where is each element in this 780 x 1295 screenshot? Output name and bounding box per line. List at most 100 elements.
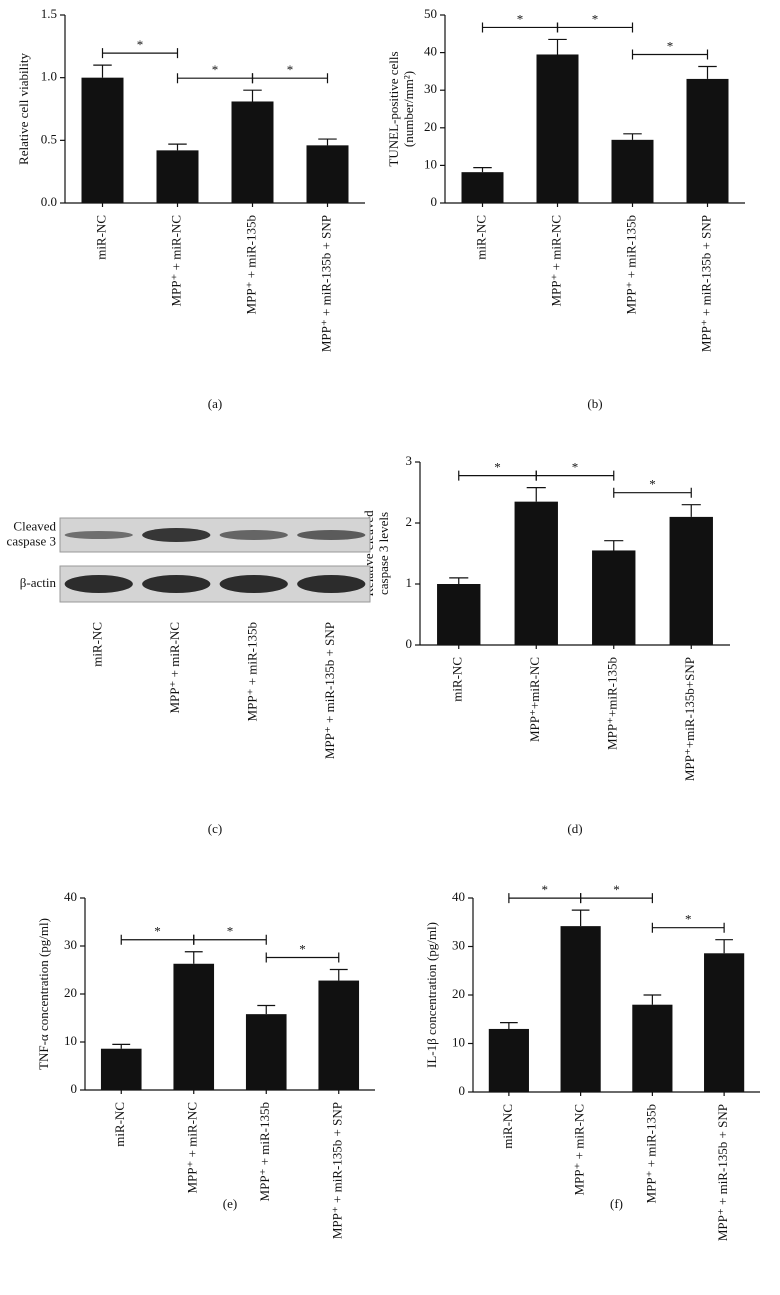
bar bbox=[156, 150, 199, 203]
bar bbox=[669, 516, 713, 645]
y-tick-label: 40 bbox=[424, 44, 437, 59]
panel-label: (f) bbox=[610, 1196, 623, 1211]
blot-band bbox=[64, 531, 133, 539]
bar bbox=[306, 145, 349, 203]
x-tick-label: miR-NC bbox=[500, 1104, 515, 1149]
significance-label: * bbox=[667, 38, 674, 53]
panel-label: (b) bbox=[587, 396, 602, 411]
significance-label: * bbox=[592, 11, 599, 26]
y-tick-label: 0 bbox=[459, 1083, 466, 1098]
y-tick-label: 0.5 bbox=[41, 131, 57, 146]
y-tick-label: 0 bbox=[431, 194, 438, 209]
significance-label: * bbox=[287, 62, 294, 77]
significance-bracket bbox=[631, 49, 709, 60]
significance-label: * bbox=[572, 460, 579, 475]
blot-band bbox=[64, 575, 133, 593]
x-tick-label: MPP⁺ + miR-135b bbox=[623, 215, 638, 314]
error-bar bbox=[112, 1043, 131, 1049]
blot-lane-label: MPP⁺ + miR-NC bbox=[167, 622, 182, 714]
error-bar bbox=[243, 89, 262, 102]
significance-bracket bbox=[193, 934, 267, 945]
error-bar bbox=[698, 65, 717, 79]
bar bbox=[231, 101, 274, 203]
bar bbox=[560, 926, 601, 1092]
bar bbox=[686, 78, 729, 203]
significance-label: * bbox=[613, 882, 620, 897]
y-axis-label: TNF-α concentration (pg/ml) bbox=[36, 918, 51, 1070]
blot-band bbox=[142, 528, 211, 542]
blot-row-label: Cleaved bbox=[13, 518, 56, 533]
error-bar bbox=[257, 1004, 276, 1015]
error-bar bbox=[168, 143, 187, 151]
blot-band bbox=[142, 575, 211, 593]
y-tick-label: 3 bbox=[406, 453, 413, 468]
panel-label: (d) bbox=[567, 821, 582, 836]
significance-bracket bbox=[556, 22, 634, 33]
error-bar bbox=[500, 1022, 518, 1029]
significance-label: * bbox=[212, 62, 219, 77]
x-tick-label: miR-NC bbox=[112, 1102, 127, 1147]
x-tick-label: MPP⁺+miR-135b bbox=[605, 657, 620, 750]
y-tick-label: 40 bbox=[452, 889, 465, 904]
bar bbox=[81, 77, 124, 203]
bar bbox=[592, 550, 636, 645]
x-tick-label: MPP⁺ + miR-NC bbox=[572, 1104, 587, 1196]
bar bbox=[488, 1028, 529, 1092]
y-tick-label: 40 bbox=[64, 889, 77, 904]
blot-lane-label: MPP⁺ + miR-135b bbox=[245, 622, 260, 721]
bar bbox=[245, 1014, 287, 1090]
significance-bracket bbox=[535, 470, 615, 481]
significance-bracket bbox=[101, 48, 179, 59]
panel-label: (a) bbox=[208, 396, 222, 411]
y-tick-label: 10 bbox=[424, 156, 437, 171]
y-tick-label: 30 bbox=[64, 937, 77, 952]
error-bar bbox=[526, 487, 546, 502]
significance-label: * bbox=[154, 924, 161, 939]
x-tick-label: MPP⁺ + miR-NC bbox=[168, 215, 183, 307]
x-tick-label: MPP⁺ + miR-135b bbox=[257, 1102, 272, 1201]
error-bar bbox=[604, 540, 624, 551]
significance-bracket bbox=[651, 922, 725, 933]
x-tick-label: MPP⁺+miR-135b+SNP bbox=[682, 657, 697, 781]
significance-label: * bbox=[494, 460, 501, 475]
y-axis-label: TUNEL-positive cells bbox=[386, 51, 401, 166]
error-bar bbox=[318, 138, 337, 146]
significance-label: * bbox=[137, 37, 144, 52]
x-tick-label: MPP⁺ + miR-135b bbox=[243, 215, 258, 314]
bar bbox=[611, 139, 654, 203]
bar bbox=[514, 501, 558, 645]
blot-band bbox=[297, 575, 366, 593]
x-tick-label: miR-NC bbox=[93, 215, 108, 260]
blot-band bbox=[297, 530, 366, 540]
x-tick-label: MPP⁺ + miR-NC bbox=[548, 215, 563, 307]
y-tick-label: 30 bbox=[424, 81, 437, 96]
significance-label: * bbox=[299, 942, 306, 957]
bar bbox=[318, 980, 360, 1090]
y-tick-label: 30 bbox=[452, 937, 465, 952]
y-tick-label: 20 bbox=[424, 119, 437, 134]
y-tick-label: 50 bbox=[424, 6, 437, 21]
y-tick-label: 1 bbox=[406, 575, 413, 590]
blot-band bbox=[219, 575, 288, 593]
significance-label: * bbox=[685, 912, 692, 927]
bar bbox=[632, 1004, 673, 1092]
bar bbox=[437, 584, 481, 645]
significance-bracket bbox=[265, 952, 340, 963]
y-tick-label: 10 bbox=[64, 1033, 77, 1048]
y-tick-label: 0 bbox=[71, 1081, 78, 1096]
panel-label: (e) bbox=[223, 1196, 237, 1211]
significance-label: * bbox=[542, 882, 549, 897]
bar bbox=[704, 953, 745, 1092]
error-bar bbox=[643, 994, 662, 1005]
y-tick-label: 2 bbox=[406, 514, 413, 529]
error-bar bbox=[681, 504, 701, 517]
bar bbox=[173, 963, 215, 1090]
panel-label: (c) bbox=[208, 821, 222, 836]
x-tick-label: miR-NC bbox=[450, 657, 465, 702]
error-bar bbox=[184, 951, 203, 964]
y-axis-label: IL-1β concentration (pg/ml) bbox=[424, 922, 439, 1068]
error-bar bbox=[571, 909, 590, 927]
error-bar bbox=[449, 577, 469, 584]
x-tick-label: MPP⁺ + miR-135b + SNP bbox=[330, 1102, 345, 1239]
y-axis-label: caspase 3 levels bbox=[376, 512, 391, 595]
